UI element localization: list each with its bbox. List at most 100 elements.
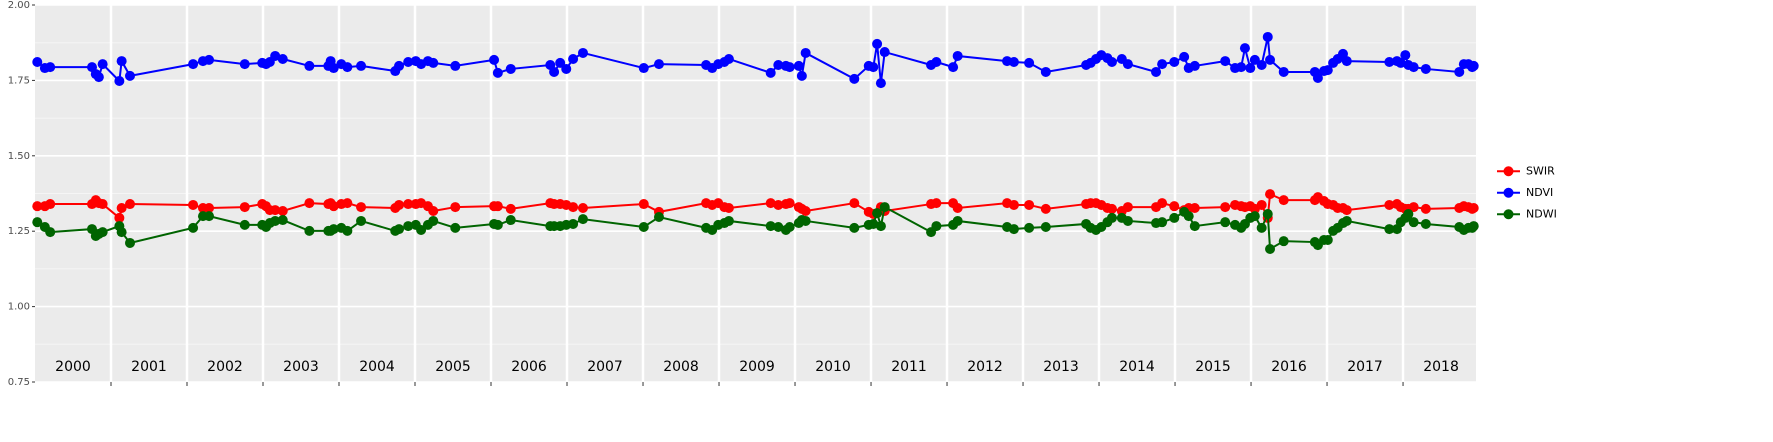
legend-label: SWIR	[1526, 164, 1555, 177]
data-point	[1265, 189, 1276, 200]
data-point	[1169, 57, 1180, 68]
data-point	[1106, 57, 1117, 68]
data-point	[773, 221, 784, 232]
data-point	[638, 221, 649, 232]
data-point	[114, 76, 125, 87]
data-point	[1008, 199, 1019, 210]
y-tick-label: 1.25	[8, 226, 30, 237]
year-label: 2010	[815, 359, 851, 375]
data-point	[723, 215, 734, 226]
data-point	[1249, 211, 1260, 222]
year-label: 2004	[359, 359, 395, 375]
data-point	[1157, 198, 1168, 209]
year-label: 2002	[207, 359, 243, 375]
y-tick-label: 1.00	[8, 302, 30, 313]
data-point	[875, 78, 886, 89]
data-point	[577, 202, 588, 213]
legend-key-point	[1503, 166, 1514, 177]
data-point	[277, 53, 288, 64]
legend-key-point	[1503, 187, 1514, 198]
data-point	[356, 215, 367, 226]
data-point	[277, 215, 288, 226]
data-point	[561, 63, 572, 74]
data-point	[784, 198, 795, 209]
data-point	[125, 199, 136, 210]
data-point	[277, 205, 288, 216]
data-point	[342, 198, 353, 209]
data-point	[45, 62, 56, 73]
year-label: 2000	[55, 359, 91, 375]
data-point	[931, 198, 942, 209]
data-point	[188, 59, 199, 70]
data-point	[1384, 199, 1395, 210]
data-point	[800, 215, 811, 226]
year-label: 2011	[891, 359, 927, 375]
data-point	[32, 201, 43, 212]
y-tick-label: 2.00	[8, 0, 30, 11]
data-point	[93, 72, 104, 83]
data-point	[796, 70, 807, 81]
data-point	[342, 62, 353, 73]
data-point	[239, 202, 250, 213]
data-point	[403, 221, 414, 232]
data-point	[555, 57, 566, 68]
data-point	[773, 60, 784, 71]
data-point	[45, 199, 56, 210]
data-point	[1384, 57, 1395, 68]
year-label: 2018	[1423, 359, 1459, 375]
legend-label: NDVI	[1526, 186, 1553, 199]
data-point	[577, 47, 588, 58]
data-point	[1239, 43, 1250, 54]
data-point	[1183, 211, 1194, 222]
data-point	[1468, 60, 1479, 71]
data-point	[872, 208, 883, 219]
data-point	[1245, 63, 1256, 74]
data-point	[304, 225, 315, 236]
data-point	[1236, 62, 1247, 73]
data-point	[1179, 51, 1190, 62]
data-point	[1169, 201, 1180, 212]
data-point	[784, 62, 795, 73]
data-point	[849, 222, 860, 233]
data-point	[1395, 57, 1406, 68]
data-point	[1384, 224, 1395, 235]
data-point	[356, 60, 367, 71]
data-point	[450, 222, 461, 233]
data-point	[1322, 65, 1333, 76]
data-point	[450, 202, 461, 213]
data-point	[97, 59, 108, 70]
year-label: 2009	[739, 359, 775, 375]
data-point	[784, 221, 795, 232]
y-tick-label: 1.75	[8, 75, 30, 86]
data-point	[116, 56, 127, 67]
data-point	[1400, 50, 1411, 61]
data-point	[1189, 60, 1200, 71]
year-label: 2014	[1119, 359, 1155, 375]
data-point	[270, 215, 281, 226]
data-point	[270, 50, 281, 61]
year-label: 2013	[1043, 359, 1079, 375]
data-point	[1341, 56, 1352, 67]
data-point	[1265, 54, 1276, 65]
data-point	[1256, 222, 1267, 233]
year-label: 2012	[967, 359, 1003, 375]
data-point	[304, 198, 315, 209]
data-point	[1256, 60, 1267, 71]
data-point	[239, 59, 250, 70]
data-point	[723, 202, 734, 213]
data-point	[765, 67, 776, 78]
data-point	[1151, 66, 1162, 77]
data-point	[356, 202, 367, 213]
data-point	[577, 214, 588, 225]
data-point	[492, 67, 503, 78]
data-point	[394, 199, 405, 210]
data-point	[1278, 66, 1289, 77]
data-point	[403, 57, 414, 68]
data-point	[800, 205, 811, 216]
data-point	[204, 202, 215, 213]
data-point	[765, 221, 776, 232]
data-point	[1403, 209, 1414, 220]
data-point	[1468, 202, 1479, 213]
data-point	[952, 50, 963, 61]
data-point	[450, 60, 461, 71]
